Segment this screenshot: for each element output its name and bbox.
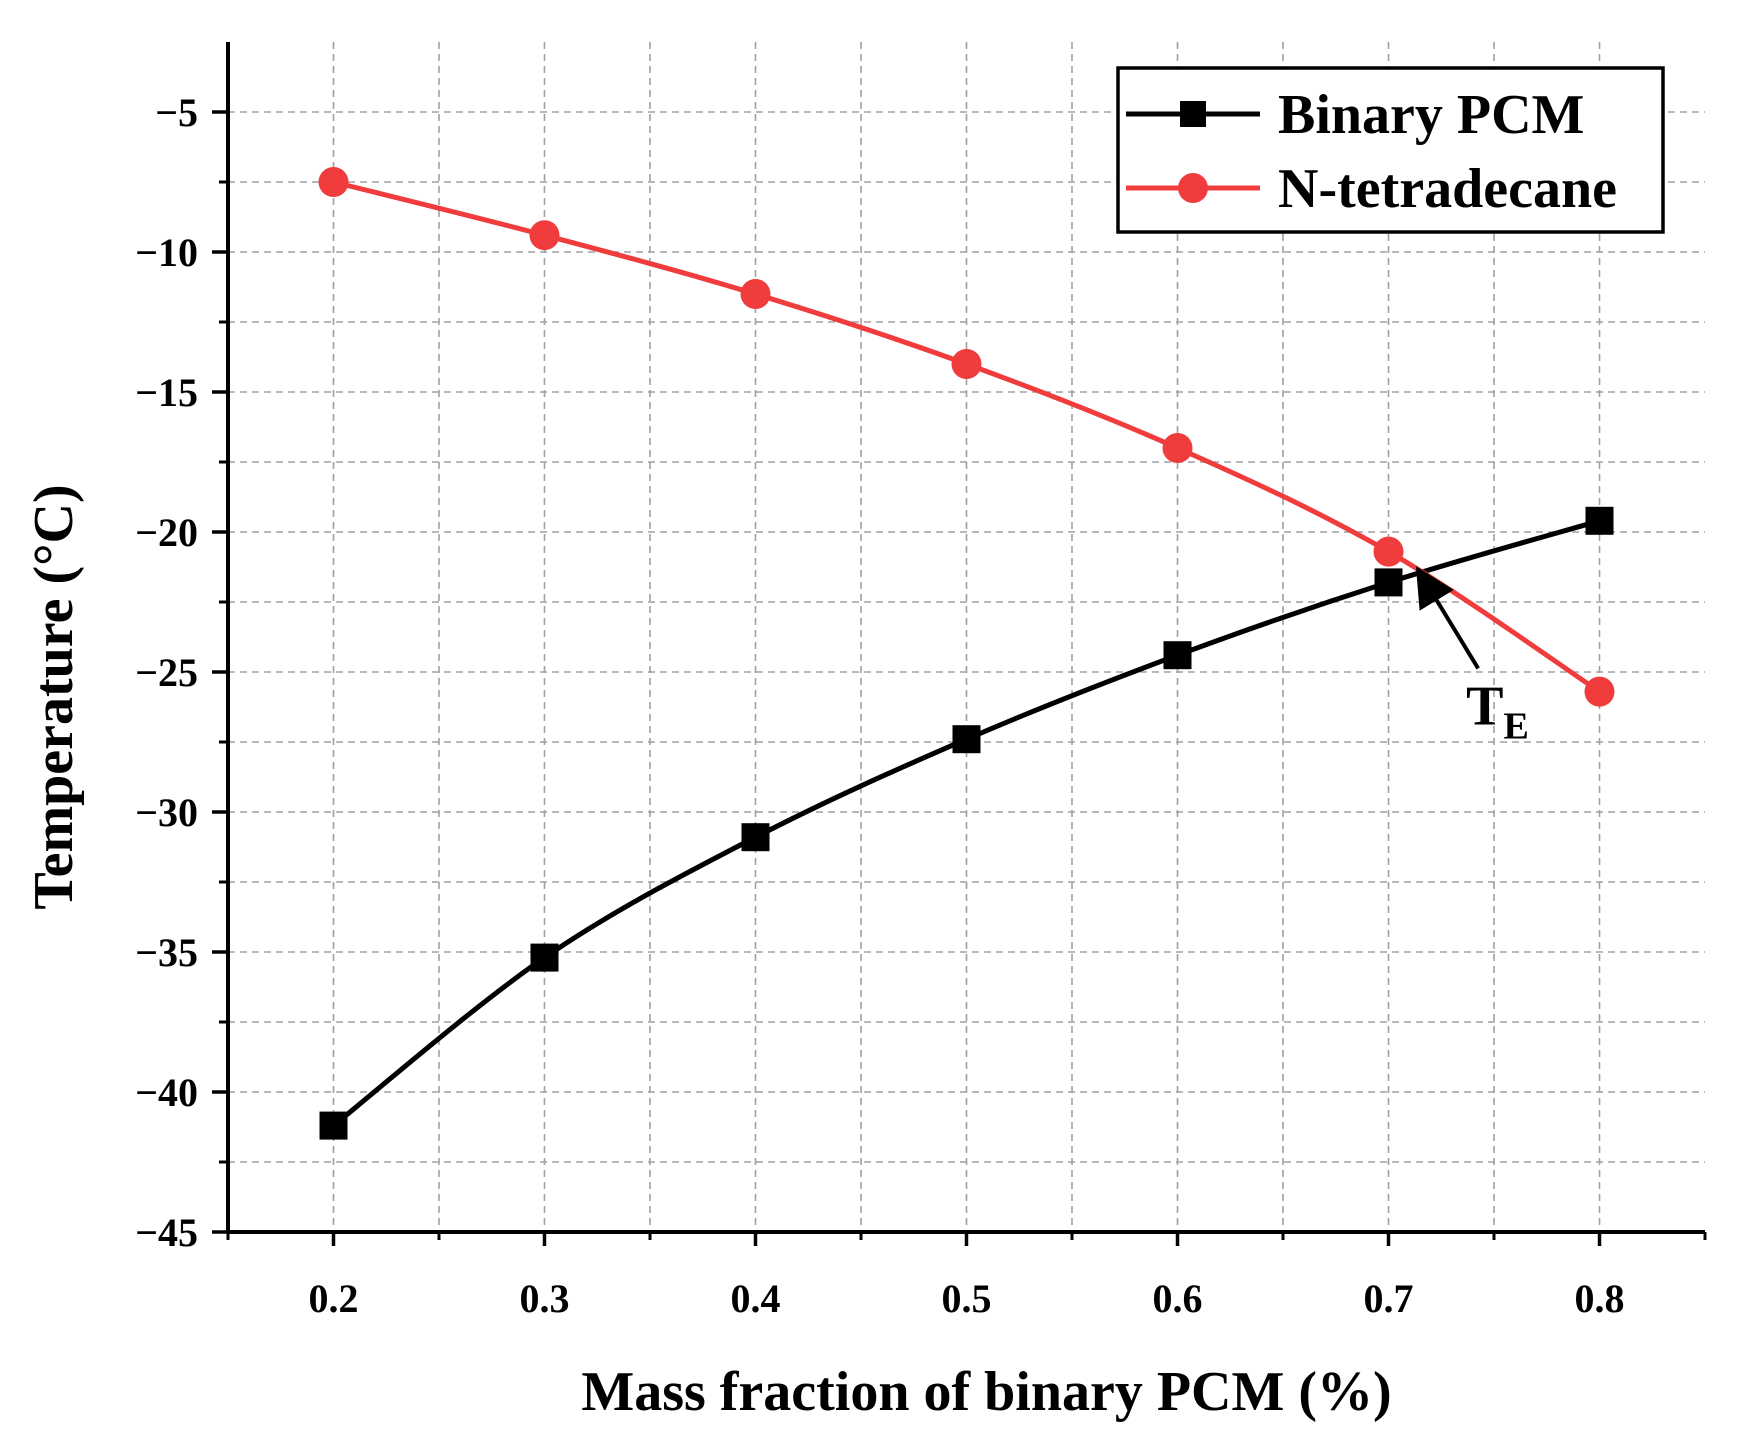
data-point bbox=[1374, 568, 1403, 597]
x-tick-label: 0.4 bbox=[731, 1276, 781, 1321]
y-axis-title: Temperature (°C) bbox=[23, 484, 85, 909]
x-tick-label: 0.8 bbox=[1575, 1276, 1625, 1321]
x-tick-label: 0.7 bbox=[1364, 1276, 1414, 1321]
y-tick-label: −10 bbox=[135, 230, 198, 275]
legend-entry: Binary PCM bbox=[1126, 84, 1584, 146]
legend-entry: N-tetradecane bbox=[1126, 158, 1617, 220]
data-point bbox=[1585, 506, 1614, 535]
axes: 0.2 0.3 0.4 0.5 0.6 0.7 0.8 −45 −40 −35 −30 −25 −20 −… bbox=[135, 42, 1707, 1321]
legend-marker bbox=[1180, 101, 1206, 127]
data-point bbox=[740, 279, 771, 309]
legend-label: N-tetradecane bbox=[1278, 158, 1617, 220]
y-tick-label: −5 bbox=[155, 90, 198, 135]
data-point bbox=[319, 1111, 348, 1140]
data-point bbox=[1373, 536, 1404, 567]
legend-marker bbox=[1178, 173, 1208, 203]
y-tick-label: −25 bbox=[135, 650, 198, 695]
y-tick-label: −35 bbox=[135, 930, 198, 975]
series bbox=[318, 167, 1615, 1140]
annotation-arrow bbox=[1415, 566, 1480, 670]
y-tick-label: −30 bbox=[135, 790, 198, 835]
data-point bbox=[1162, 433, 1193, 463]
annotation-label: TE bbox=[1466, 675, 1529, 747]
x-tick-label: 0.2 bbox=[309, 1276, 359, 1321]
data-point bbox=[529, 220, 560, 251]
y-tick-label: −15 bbox=[135, 370, 198, 415]
data-point bbox=[952, 725, 981, 754]
y-tick-label: −20 bbox=[135, 510, 198, 555]
x-axis-title: Mass fraction of binary PCM (%) bbox=[581, 1361, 1391, 1423]
x-tick-label: 0.6 bbox=[1153, 1276, 1203, 1321]
data-point bbox=[530, 943, 559, 972]
series-n-tetradecane bbox=[318, 167, 1615, 707]
legend: Binary PCM N-tetradecane bbox=[1116, 66, 1665, 234]
data-point bbox=[741, 823, 770, 852]
legend-box bbox=[1116, 66, 1665, 234]
legend-label: Binary PCM bbox=[1278, 84, 1584, 146]
data-point bbox=[951, 349, 982, 379]
y-tick-label: −40 bbox=[135, 1070, 198, 1115]
series-binary-pcm bbox=[319, 506, 1614, 1140]
x-tick-label: 0.3 bbox=[520, 1276, 570, 1321]
annotation: TE bbox=[1415, 566, 1529, 747]
data-point bbox=[318, 167, 349, 197]
y-tick-label: −45 bbox=[135, 1210, 198, 1255]
data-point bbox=[1163, 641, 1192, 670]
x-tick-label: 0.5 bbox=[942, 1276, 992, 1321]
data-point bbox=[1584, 676, 1615, 707]
